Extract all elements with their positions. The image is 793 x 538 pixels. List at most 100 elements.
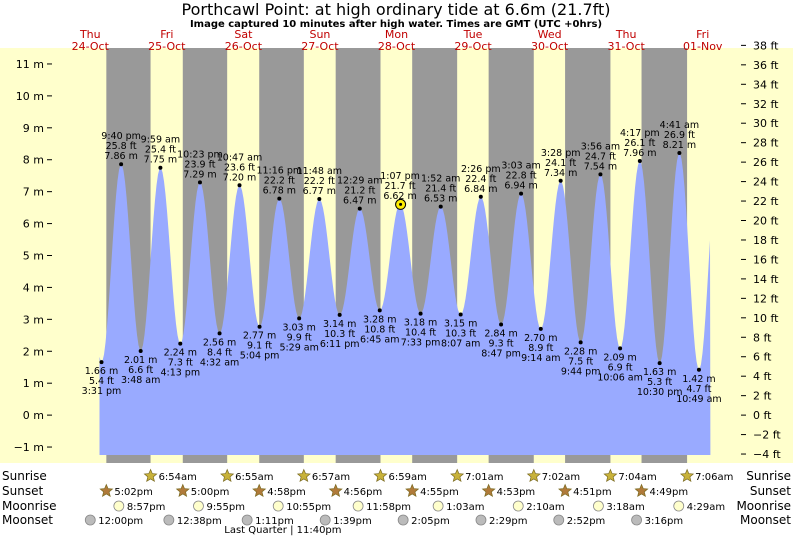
sunset-time: 4:51pm (573, 487, 612, 498)
sunset-star-icon (405, 483, 420, 498)
high-tide-m: 7.86 m (104, 151, 137, 162)
sunrise-time: 7:06am (695, 472, 733, 483)
moonrise-time: 1:03am (446, 502, 484, 513)
high-tide-time: 10:23 pm (177, 149, 223, 160)
high-tide-point (158, 165, 163, 170)
low-tide-point (418, 311, 423, 316)
sunset-star-icon (175, 483, 190, 498)
high-tide-m: 8.21 m (663, 140, 696, 151)
low-tide-point (377, 308, 382, 313)
sunrise-time: 6:57am (312, 472, 350, 483)
high-tide-point (438, 204, 443, 209)
day-date: 30-Oct (531, 40, 569, 53)
high-tide-m: 6.84 m (464, 184, 497, 195)
y-tick-label-ft: 24 ft (753, 176, 779, 189)
low-tide-m: 2.24 m (164, 348, 197, 359)
high-tide-point (119, 162, 124, 167)
low-tide-time: 6:45 am (360, 334, 399, 345)
day-name: Sat (234, 28, 253, 41)
low-tide-ft: 10.4 ft (405, 328, 436, 339)
high-tide-ft: 26.1 ft (624, 138, 655, 149)
y-tick-label-m: 0 m (23, 409, 44, 422)
moonrise-time: 11:58pm (366, 502, 411, 513)
low-tide-point (578, 340, 583, 345)
y-tick-label-m: 10 m (16, 90, 44, 103)
y-tick-label-ft: −4 ft (753, 448, 781, 461)
y-tick-label-ft: 22 ft (753, 195, 779, 208)
low-tide-ft: 9.1 ft (247, 341, 272, 352)
low-tide-time: 4:32 am (200, 357, 239, 368)
low-tide-point (538, 326, 543, 331)
moonrise-moon-icon (593, 500, 604, 512)
moonrise-moon-icon (432, 500, 444, 512)
day-date: 25-Oct (148, 40, 186, 53)
high-tide-ft: 26.9 ft (664, 130, 695, 141)
y-tick-label-ft: 34 ft (753, 78, 779, 91)
chart-title: Porthcawl Point: at high ordinary tide a… (182, 0, 611, 19)
high-tide-ft: 22.8 ft (506, 171, 537, 182)
sunrise-time: 7:02am (542, 472, 580, 483)
high-tide-m: 6.47 m (343, 196, 376, 207)
low-tide-ft: 8.4 ft (207, 347, 232, 358)
moonrise-moon-icon (193, 500, 204, 512)
y-tick-label-m: 7 m (23, 186, 44, 199)
y-tick-label-ft: 18 ft (753, 234, 779, 247)
low-tide-time: 4:13 pm (160, 368, 200, 379)
high-tide-m: 7.34 m (544, 168, 577, 179)
day-date: 31-Oct (608, 40, 646, 53)
high-tide-time: 11:48 am (297, 166, 342, 177)
day-date: 29-Oct (454, 40, 492, 53)
moonrise-time: 4:29am (687, 502, 725, 513)
day-name: Mon (385, 28, 408, 41)
high-tide-time: 9:40 pm (101, 131, 141, 142)
low-tide-point (217, 331, 222, 336)
moonset-time: 12:00pm (98, 516, 143, 527)
low-tide-time: 8:47 pm (481, 348, 521, 359)
low-tide-point (99, 360, 104, 365)
y-tick-label-ft: 20 ft (753, 215, 779, 228)
moonset-time: 1:11pm (255, 516, 294, 527)
high-tide-time: 2:26 pm (461, 164, 501, 175)
sun-moon-events: Sunrise Sunrise 6:54am 6:55am 6:57am 6:59am 7:… (2, 468, 791, 536)
low-tide-ft: 9.3 ft (489, 338, 514, 349)
low-tide-time: 3:48 am (121, 375, 160, 386)
day-date: 28-Oct (378, 40, 416, 53)
high-tide-point (478, 194, 483, 199)
high-tide-ft: 23.9 ft (184, 159, 215, 170)
high-tide-point (317, 196, 322, 201)
low-tide-m: 3.03 m (282, 322, 315, 333)
low-tide-time: 3:31 pm (82, 386, 122, 397)
low-tide-point (618, 346, 623, 351)
sunset-star-icon (99, 483, 114, 498)
low-tide-ft: 6.6 ft (128, 365, 153, 376)
moonset-moon-icon (319, 514, 331, 526)
moonset-moon-icon (84, 514, 96, 526)
low-tide-ft: 10.3 ft (324, 329, 355, 340)
high-tide-time: 9:59 am (141, 135, 180, 146)
moonset-moon-icon (241, 514, 253, 526)
y-tick-label-ft: 30 ft (753, 117, 779, 130)
y-tick-label-ft: −2 ft (753, 429, 781, 442)
day-date: 01-Nov (683, 40, 723, 53)
low-tide-m: 1.63 m (643, 367, 676, 378)
y-tick-label-m: 1 m (23, 377, 44, 390)
high-tide-m: 6.62 m (383, 191, 416, 202)
low-tide-m: 1.66 m (85, 366, 118, 377)
sunset-row-label-left: Sunset (2, 484, 43, 498)
low-tide-ft: 7.5 ft (568, 356, 593, 367)
high-tide-m: 6.78 m (263, 186, 296, 197)
low-tide-point (499, 322, 504, 327)
low-tide-m: 3.15 m (444, 319, 477, 330)
y-tick-label-m: 5 m (23, 250, 44, 263)
moonset-moon-icon (475, 514, 487, 526)
low-tide-m: 2.77 m (243, 331, 276, 342)
low-tide-time: 5:04 pm (240, 351, 280, 362)
day-name: Thu (615, 28, 637, 41)
sunrise-row-label-right: Sunrise (746, 469, 791, 483)
high-tide-time: 4:17 pm (620, 128, 660, 139)
high-tide-point (277, 196, 282, 201)
high-tide-m: 7.20 m (223, 172, 256, 183)
high-tide-m: 7.96 m (623, 148, 656, 159)
y-tick-label-m: 6 m (23, 218, 44, 231)
